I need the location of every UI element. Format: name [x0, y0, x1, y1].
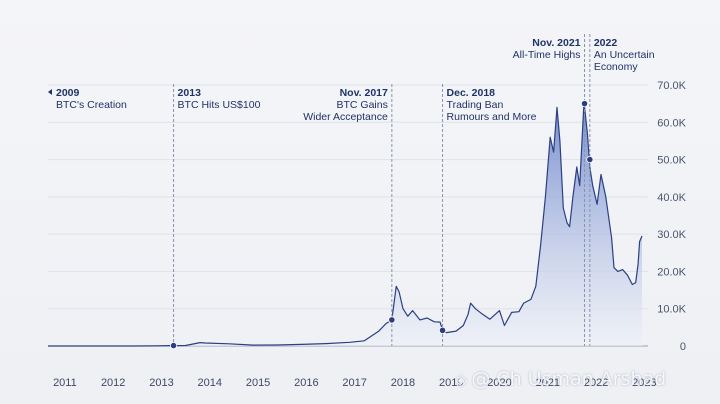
grid-lines — [48, 84, 648, 347]
annotation-text: BTC's Creation — [56, 99, 127, 111]
price-area-fill — [48, 101, 642, 346]
event-marker — [580, 100, 589, 108]
y-axis-ticks: 0 10.0K 20.0K 30.0K 40.0K 50.0K 60.0K 70.0K — [657, 80, 686, 353]
y-tick-label: 70.0K — [657, 80, 686, 92]
x-tick-label: 2015 — [246, 377, 270, 389]
x-tick-label: 2019 — [439, 377, 463, 389]
annotation-leader-lines — [173, 34, 591, 346]
y-tick-label: 40.0K — [657, 192, 686, 204]
binance-logo-icon: ◈ — [455, 370, 468, 389]
annotation-year: Nov. 2021 — [532, 37, 580, 49]
price-line — [48, 101, 643, 347]
annotation-year: Dec. 2018 — [447, 87, 496, 99]
x-axis-ticks: 2011 2012 2013 2014 2015 2016 2017 2018 2019 2020… — [53, 377, 657, 389]
x-tick-label: 2018 — [391, 377, 415, 389]
x-tick-label: 2014 — [198, 377, 222, 389]
event-marker — [388, 316, 396, 324]
x-tick-label: 2012 — [101, 377, 125, 389]
y-tick-label: 20.0K — [657, 266, 686, 278]
y-tick-label: 30.0K — [657, 229, 686, 241]
event-marker — [586, 155, 594, 164]
x-tick-label: 2020 — [487, 377, 511, 389]
annotation-year: 2013 — [178, 87, 202, 99]
event-marker — [169, 341, 178, 350]
watermark-text: @ Ch Usman Arshad — [471, 368, 667, 390]
left-arrow-icon — [48, 89, 52, 95]
annotation-text: Economy — [594, 61, 639, 73]
annotation-year: Nov. 2017 — [340, 87, 388, 99]
x-tick-label: 2013 — [149, 377, 173, 389]
y-tick-label: 50.0K — [657, 155, 686, 167]
annotation-text: All-Time Highs — [513, 49, 581, 61]
annotation-text: Wider Acceptance — [303, 111, 388, 123]
event-markers — [169, 100, 594, 350]
annotation-text: Trading Ban — [447, 99, 504, 111]
annotation-text: BTC Hits US$100 — [178, 99, 261, 111]
x-tick-label: 2017 — [342, 377, 366, 389]
annotation-text: BTC Gains — [336, 99, 387, 111]
annotation-year: 2009 — [56, 87, 80, 99]
y-tick-label: 0 — [680, 341, 686, 353]
watermark: ◈ @ Ch Usman Arshad — [455, 368, 666, 390]
annotation-text: Rumours and More — [447, 111, 537, 123]
y-tick-label: 60.0K — [657, 117, 686, 129]
event-marker — [438, 326, 447, 334]
annotation-text: An Uncertain — [594, 49, 655, 61]
x-tick-label: 2022 — [584, 377, 608, 389]
annotation-year: 2022 — [594, 37, 618, 49]
x-tick-label: 2016 — [294, 377, 318, 389]
x-tick-label: 2011 — [53, 377, 77, 389]
price-area — [48, 101, 643, 347]
x-tick-label: 2023 — [632, 377, 656, 389]
x-tick-label: 2021 — [536, 377, 560, 389]
y-tick-label: 10.0K — [657, 304, 686, 316]
